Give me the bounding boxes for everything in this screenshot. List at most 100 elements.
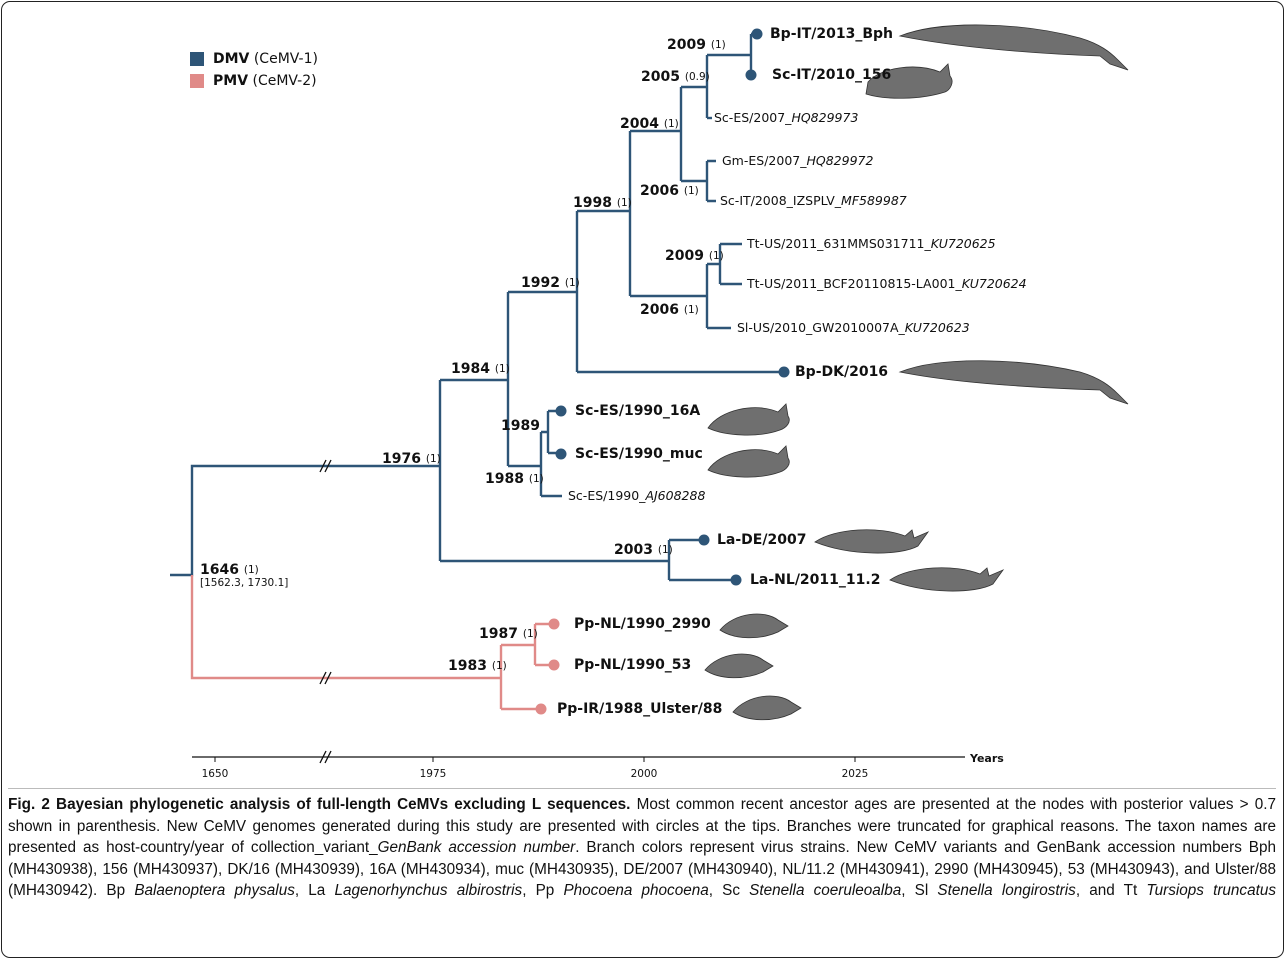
tip-accession: KU720625 bbox=[931, 236, 996, 251]
tip-accession: HQ829972 bbox=[806, 153, 873, 168]
caption-title: Fig. 2 Bayesian phylogenetic analysis of… bbox=[8, 796, 630, 813]
node-year: 2009 bbox=[667, 37, 706, 53]
node-year: 1998 bbox=[573, 195, 612, 211]
tip-label: Pp-IR/1988_Ulster/88 bbox=[557, 701, 722, 717]
node-label: 1987 (1) bbox=[479, 626, 538, 642]
node-year: 1992 bbox=[521, 275, 560, 291]
tip-name: Tt-US/2011_631MMS031711_ bbox=[746, 236, 931, 251]
caption-text: , Sl bbox=[901, 882, 937, 899]
node-label: 2003 (1) bbox=[614, 542, 673, 558]
caption-text: Phocoena phocoena bbox=[563, 882, 708, 899]
tree-figure: DMV (CeMV-1) PMV (CeMV-2) bbox=[0, 0, 1287, 785]
tip-label: Tt-US/2011_631MMS031711_KU720625 bbox=[746, 236, 996, 251]
tip-marker bbox=[746, 70, 757, 81]
node-year: 1984 bbox=[451, 361, 490, 377]
tip-accession: MF589987 bbox=[841, 193, 907, 208]
tip-name: Pp-IR/1988_Ulster/88 bbox=[557, 701, 722, 717]
node-support: (1) bbox=[529, 473, 544, 485]
legend-label: DMV bbox=[213, 51, 250, 67]
legend-note: (CeMV-1) bbox=[254, 51, 318, 67]
tip-label: Sc-ES/2007_HQ829973 bbox=[714, 110, 858, 125]
tip-name: Sc-IT/2010_156 bbox=[772, 67, 891, 83]
tip-marker bbox=[549, 660, 560, 671]
tip-name: Sc-ES/1990_16A bbox=[575, 403, 700, 419]
node-support: (1) bbox=[426, 453, 441, 465]
node-label: 1998 (1) bbox=[573, 195, 632, 211]
caption-text: Stenella coeruleoalba bbox=[749, 882, 901, 899]
node-support: (1) bbox=[684, 185, 699, 197]
tip-label: Sc-IT/2008_IZSPLV_MF589987 bbox=[720, 193, 907, 208]
tip-marker bbox=[556, 406, 567, 417]
tip-label: La-NL/2011_11.2 bbox=[750, 572, 880, 588]
node-label: 1989 bbox=[501, 418, 540, 434]
legend-entry: DMV (CeMV-1) bbox=[213, 51, 318, 67]
caption-text: Tursiops truncatus bbox=[1146, 882, 1276, 899]
caption-text: GenBank accession number bbox=[378, 839, 576, 856]
tip-accession: HQ829973 bbox=[791, 110, 858, 125]
tip-name: Bp-DK/2016 bbox=[795, 364, 888, 380]
tip-label: Sc-IT/2010_156 bbox=[772, 67, 891, 83]
pmv-branches bbox=[192, 575, 554, 709]
node-year: 2005 bbox=[641, 69, 680, 85]
node-year: 1989 bbox=[501, 418, 540, 434]
node-year: 2003 bbox=[614, 542, 653, 558]
tip-marker bbox=[779, 367, 790, 378]
legend-swatch bbox=[190, 74, 204, 88]
tip-label: Sl-US/2010_GW2010007A_KU720623 bbox=[737, 320, 970, 335]
caption-text: Balaenoptera physalus bbox=[134, 882, 295, 899]
tip-marker bbox=[731, 575, 742, 586]
caption-text: Stenella longirostris bbox=[937, 882, 1075, 899]
tip-label: Pp-NL/1990_2990 bbox=[574, 616, 711, 632]
caption-text: , and Tt bbox=[1076, 882, 1147, 899]
tip-marker bbox=[699, 535, 710, 546]
legend-swatch bbox=[190, 52, 204, 66]
page: {"legend": [ {"label": "DMV", "note": "(… bbox=[0, 0, 1287, 961]
truncation-marks bbox=[320, 460, 331, 763]
tip-name: Sc-ES/2007_ bbox=[714, 110, 792, 125]
tip-marker bbox=[752, 29, 763, 40]
node-label: 1984 (1) bbox=[451, 361, 510, 377]
node-year: 2006 bbox=[640, 183, 679, 199]
node-year: 1987 bbox=[479, 626, 518, 642]
node-support: (1) bbox=[495, 363, 510, 375]
tip-marker bbox=[556, 449, 567, 460]
node-year: 1983 bbox=[448, 658, 487, 674]
tip-label: Bp-IT/2013_Bph bbox=[770, 26, 893, 42]
tip-label: Sc-ES/1990_muc bbox=[575, 446, 703, 462]
axis-tick-label: 1650 bbox=[202, 768, 229, 780]
node-support: (0.9) bbox=[685, 71, 710, 83]
caption-text: , Pp bbox=[522, 882, 563, 899]
tip-label: Bp-DK/2016 bbox=[795, 364, 888, 380]
tip-label: Sc-ES/1990_16A bbox=[575, 403, 700, 419]
root-label: 1646 (1) bbox=[200, 562, 259, 578]
node-label: 2006 (1) bbox=[640, 183, 699, 199]
node-label: 2005 (0.9) bbox=[641, 69, 710, 85]
tip-name: Sc-ES/1990_muc bbox=[575, 446, 703, 462]
node-year: 2006 bbox=[640, 302, 679, 318]
node-label: 1992 (1) bbox=[521, 275, 580, 291]
node-year: 2009 bbox=[665, 248, 704, 264]
tip-name: Bp-IT/2013_Bph bbox=[770, 26, 893, 42]
tip-label: Tt-US/2011_BCF20110815-LA001_KU720624 bbox=[746, 276, 1027, 291]
legend-note: (CeMV-2) bbox=[252, 73, 316, 89]
axis-tick-label: 2000 bbox=[631, 768, 658, 780]
node-support: (1) bbox=[492, 660, 507, 672]
node-support: (1) bbox=[658, 544, 673, 556]
root-interval: [1562.3, 1730.1] bbox=[200, 577, 288, 589]
tip-name: Sc-IT/2008_IZSPLV_ bbox=[720, 193, 842, 208]
tip-name: Sl-US/2010_GW2010007A_ bbox=[737, 320, 906, 335]
legend-label: PMV bbox=[213, 73, 248, 89]
figure-caption: Fig. 2 Bayesian phylogenetic analysis of… bbox=[8, 788, 1276, 902]
tip-accession: AJ608288 bbox=[644, 488, 705, 503]
node-label: 1976 (1) bbox=[382, 451, 441, 467]
legend-entry: PMV (CeMV-2) bbox=[213, 73, 317, 89]
node-label: 2009 (1) bbox=[665, 248, 724, 264]
tip-accession: KU720624 bbox=[962, 276, 1027, 291]
axis-tick-label: 1975 bbox=[420, 768, 447, 780]
caption-text: , La bbox=[295, 882, 335, 899]
node-year: 2004 bbox=[620, 116, 659, 132]
tip-label: Gm-ES/2007_HQ829972 bbox=[722, 153, 873, 168]
node-label: 2004 (1) bbox=[620, 116, 679, 132]
node-support: (1) bbox=[664, 118, 679, 130]
tip-label: La-DE/2007 bbox=[717, 532, 806, 548]
